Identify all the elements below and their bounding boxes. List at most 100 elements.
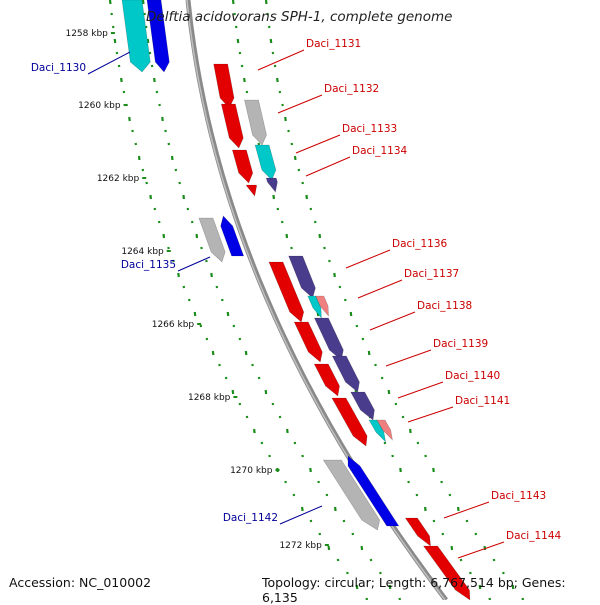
- guide-dot: [300, 506, 304, 512]
- guide-dot: [143, 12, 146, 16]
- gene-label: Daci_1141: [455, 395, 510, 407]
- gene-arrow: [146, 0, 170, 73]
- guide-dot: [231, 0, 235, 5]
- guide-dot: [211, 350, 215, 356]
- gene-arrow: [313, 317, 344, 361]
- tick-label: 1260 kbp: [78, 101, 121, 111]
- tick-label: 1258 kbp: [65, 29, 108, 39]
- guide-dot: [110, 12, 113, 16]
- guide-dot: [182, 285, 186, 289]
- label-leader: [443, 501, 490, 519]
- guide-dot: [238, 51, 242, 55]
- label-leader: [369, 311, 416, 331]
- guide-dot: [157, 220, 161, 224]
- gene-arrow: [213, 63, 235, 109]
- guide-dot: [120, 77, 123, 83]
- gene-features: [121, 0, 471, 600]
- guide-dot: [293, 441, 297, 445]
- gene-labels: Daci_1131 Daci_1132 Daci_1133 Daci_1134 Daci…: [31, 38, 562, 559]
- guide-dot: [280, 220, 284, 224]
- guide-dot: [264, 0, 268, 5]
- label-leader: [177, 256, 211, 272]
- guide-dot: [387, 389, 391, 395]
- gene-label: Daci_1144: [506, 530, 562, 542]
- guide-dot: [149, 194, 153, 200]
- label-leader: [397, 381, 444, 399]
- label-leader: [279, 505, 323, 525]
- gene-label: Daci_1139: [433, 338, 488, 350]
- guide-dot: [221, 298, 224, 302]
- guide-dot: [264, 389, 268, 395]
- guide-dot: [374, 363, 377, 367]
- guide-dot: [323, 246, 326, 250]
- guide-dot: [317, 480, 320, 484]
- guide-dot: [293, 155, 297, 161]
- guide-dot: [318, 233, 322, 239]
- guide-dot: [167, 142, 171, 146]
- guide-dot: [432, 519, 436, 523]
- gene-arrow: [307, 295, 322, 319]
- guide-dot: [150, 64, 154, 68]
- gene-label: Daci_1130: [31, 62, 86, 74]
- guide-dot: [273, 64, 277, 68]
- guide-dot: [276, 207, 280, 211]
- guide-dot: [450, 545, 454, 551]
- gene-arrow: [231, 149, 254, 184]
- guide-dot: [336, 558, 340, 562]
- guide-dot: [318, 532, 322, 536]
- guide-dot: [195, 233, 199, 239]
- guide-dot: [155, 90, 159, 94]
- guide-dot: [284, 480, 287, 484]
- guide-dot: [355, 584, 359, 590]
- guide-dot: [502, 571, 505, 575]
- guide-dot: [394, 402, 398, 406]
- guide-dot: [313, 220, 317, 224]
- gene-arrow: [268, 261, 305, 323]
- guide-dot: [238, 402, 242, 406]
- guide-dot: [245, 90, 249, 94]
- label-leader: [305, 156, 351, 177]
- guide-dot: [182, 194, 186, 200]
- guide-dot: [137, 155, 141, 161]
- gene-arrow: [313, 363, 340, 397]
- guide-dot: [441, 532, 445, 536]
- guide-dot: [167, 246, 170, 250]
- guide-dot: [286, 428, 289, 434]
- guide-dot: [327, 545, 331, 551]
- guide-dot: [271, 51, 275, 55]
- guide-dot: [344, 298, 347, 302]
- guide-dot: [469, 571, 472, 575]
- label-leader: [457, 541, 505, 559]
- guide-dot: [355, 324, 359, 328]
- guide-dot: [141, 168, 145, 172]
- guide-dot: [416, 441, 420, 445]
- gene-label: Daci_1131: [306, 38, 361, 50]
- guide-dot: [117, 64, 121, 68]
- guide-dot: [251, 363, 254, 367]
- guide-dot: [146, 38, 150, 44]
- guide-dot: [245, 415, 249, 419]
- label-leader: [407, 406, 454, 423]
- gene-arrow: [350, 391, 375, 421]
- guide-dot: [346, 571, 349, 575]
- guide-dot: [170, 155, 174, 161]
- guide-dot: [305, 194, 309, 200]
- guide-dot: [145, 181, 148, 185]
- guide-dot: [423, 506, 427, 512]
- guide-dot: [122, 90, 126, 94]
- guide-dot: [424, 454, 427, 458]
- label-leader: [87, 51, 131, 75]
- guide-dot: [415, 493, 419, 497]
- guide-dot: [234, 25, 238, 29]
- guide-dot: [309, 207, 313, 211]
- guide-dot: [162, 233, 166, 239]
- guide-dot: [193, 311, 197, 317]
- guide-dot: [164, 129, 167, 133]
- guide-dot: [297, 168, 301, 172]
- gene-arrow: [265, 177, 278, 193]
- guide-dot: [367, 350, 371, 356]
- gene-arrow: [254, 144, 277, 181]
- guide-dot: [278, 90, 282, 94]
- guide-dot: [266, 12, 269, 16]
- guide-dot: [309, 519, 313, 523]
